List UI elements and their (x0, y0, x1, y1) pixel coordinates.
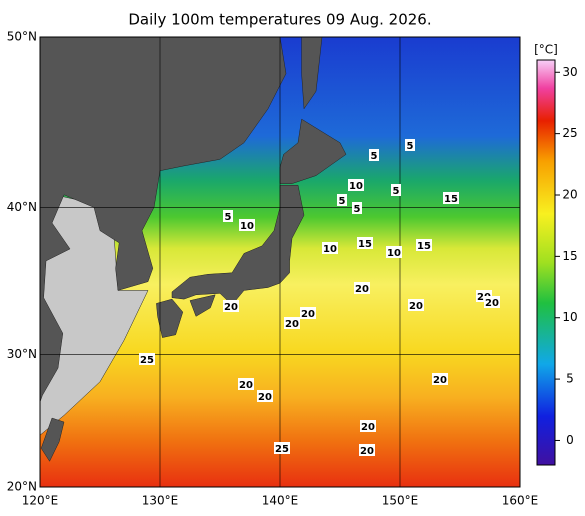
land (156, 298, 184, 338)
contour-label-box (357, 237, 373, 249)
map-title: Daily 100m temperatures 09 Aug. 2026. (128, 11, 431, 29)
contour-label: 20 (409, 301, 423, 312)
contour-label: 10 (323, 244, 337, 255)
contour-label-box (223, 300, 239, 312)
x-tick-label: 150°E (382, 494, 419, 508)
land (171, 184, 305, 306)
y-tick-label: 20°N (7, 480, 37, 494)
y-tick-label: 40°N (7, 200, 37, 214)
contour-label-box (386, 246, 402, 258)
contour-label: 20 (301, 309, 315, 320)
contour-label: 10 (240, 221, 254, 232)
contour-label: 5 (407, 141, 414, 152)
contour-label-box (239, 219, 255, 231)
y-tick-label: 50°N (7, 30, 37, 44)
land (301, 37, 323, 110)
map-frame (39, 36, 521, 488)
contour-label-box (408, 299, 424, 311)
land (279, 118, 347, 184)
map-area: 5555510510101510151520202020202020252020… (40, 37, 520, 487)
contour-label-box (391, 184, 401, 196)
contour-label: 10 (349, 181, 363, 192)
land (40, 37, 287, 403)
land (40, 417, 65, 462)
land (189, 294, 216, 317)
colorbar-tick-label: 30 (562, 65, 577, 79)
contour-label: 5 (393, 186, 400, 197)
contour-label-box (360, 420, 376, 432)
contour-label: 25 (140, 355, 154, 366)
contour-label: 20 (355, 284, 369, 295)
contour-label-box (223, 210, 233, 222)
contour-label-box (337, 194, 347, 206)
contour-label-box (257, 390, 273, 402)
contour-label: 25 (275, 444, 289, 455)
contour-label-box (416, 239, 432, 251)
x-tick-label: 140°E (262, 494, 299, 508)
contour-label-box (405, 139, 415, 151)
contour-label: 5 (371, 151, 378, 162)
contour-label: 5 (225, 212, 232, 223)
contour-label: 15 (417, 241, 431, 252)
contour-label-box (322, 242, 338, 254)
x-tick-label: 120°E (22, 494, 59, 508)
contour-label: 20 (361, 422, 375, 433)
colorbar-tick-label: 20 (562, 188, 577, 202)
contour-label-box (274, 442, 290, 454)
contour-label: 10 (387, 248, 401, 259)
colorbar-unit: [°C] (534, 43, 558, 57)
colorbar-tick-label: 25 (562, 126, 577, 140)
contour-label: 20 (360, 446, 374, 457)
contour-label: 20 (239, 380, 253, 391)
contour-label: 20 (258, 392, 272, 403)
contour-label-box (354, 282, 370, 294)
contour-label: 20 (433, 375, 447, 386)
colorbar-tick-label: 15 (562, 249, 577, 263)
x-tick-label: 160°E (502, 494, 539, 508)
contour-label-box (238, 378, 254, 390)
contour-label-box (348, 179, 364, 191)
contour-label-box (443, 192, 459, 204)
colorbar-tick-label: 10 (562, 310, 577, 324)
colorbar-tick-label: 5 (566, 372, 574, 386)
contour-label-box (432, 373, 448, 385)
x-tick-label: 130°E (142, 494, 179, 508)
y-tick-label: 30°N (7, 347, 37, 361)
contour-label: 20 (485, 298, 499, 309)
contour-label-box (300, 307, 316, 319)
contour-label-box (352, 202, 362, 214)
contour-label: 5 (339, 196, 346, 207)
contour-label-box (484, 296, 500, 308)
contour-label-box (284, 317, 300, 329)
contour-label-box (369, 149, 379, 161)
contour-label: 20 (285, 319, 299, 330)
colorbar (536, 59, 556, 466)
contour-label: 5 (354, 204, 361, 215)
colorbar-tick-label: 0 (566, 433, 574, 447)
contour-label: 15 (444, 194, 458, 205)
contour-label-box (139, 353, 155, 365)
contour-label: 20 (224, 302, 238, 313)
contour-label: 15 (358, 239, 372, 250)
contour-label-box (359, 444, 375, 456)
